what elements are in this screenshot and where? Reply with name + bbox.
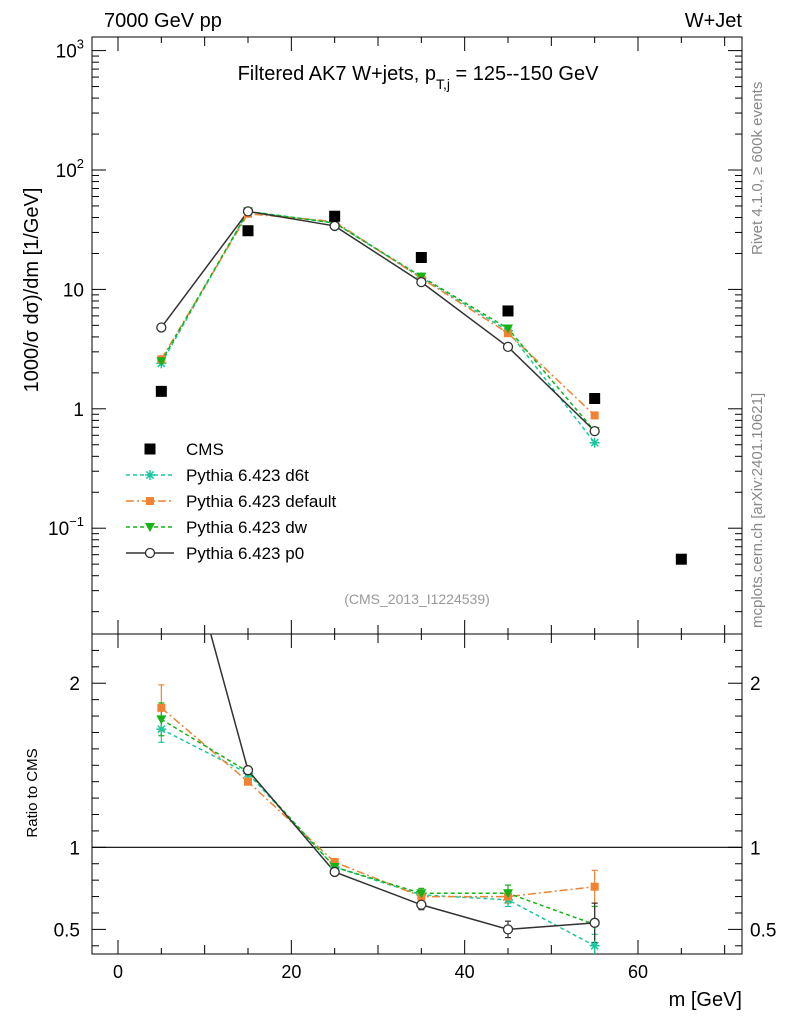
series-line-ratio	[160, 728, 596, 947]
series-line-top	[160, 210, 596, 432]
y-tick-label: 10	[63, 280, 84, 301]
ratio-y-tick-label: 0.5	[54, 920, 80, 941]
series-marker-ratio	[503, 889, 513, 899]
ratio-y-tick-label: 1	[69, 838, 80, 859]
series-marker-top	[589, 437, 600, 448]
ratio-y-tick-label-right: 1	[750, 838, 761, 859]
series-marker-ratio	[156, 715, 167, 725]
plot-title-tail: = 125--150 GeV	[450, 63, 599, 85]
legend-marker	[145, 470, 155, 480]
legend-label-cms: CMS	[186, 440, 224, 459]
data-point	[502, 305, 514, 317]
legend-marker	[144, 547, 156, 559]
series-marker-top	[242, 206, 254, 217]
y-tick-label: 102	[56, 156, 84, 182]
series-marker-top	[590, 411, 599, 420]
series-line-top	[160, 212, 596, 416]
series-marker-ratio	[416, 889, 427, 899]
series-marker-ratio	[416, 899, 427, 910]
series-marker-ratio	[244, 777, 252, 786]
x-tick-label: 60	[628, 962, 648, 982]
y-tick-label: 103	[56, 37, 84, 63]
legend-label: Pythia 6.423 p0	[186, 544, 304, 563]
analysis-id-label: (CMS_2013_I1224539)	[344, 591, 490, 607]
x-tick-label: 0	[113, 962, 123, 982]
series-marker-ratio	[590, 882, 599, 891]
data-point	[415, 252, 427, 264]
y-tick-label: 1	[73, 400, 84, 421]
x-tick-label: 20	[281, 962, 301, 982]
legend-marker	[145, 523, 155, 532]
legend-label: Pythia 6.423 dw	[186, 518, 308, 537]
series-marker-ratio	[242, 765, 254, 776]
series-marker-top	[502, 341, 514, 353]
series-marker-top	[329, 220, 340, 232]
ratio-y-tick-label-right: 0.5	[750, 920, 776, 941]
data-point	[675, 553, 687, 565]
series-line-ratio	[160, 718, 595, 926]
x-tick-label: 40	[455, 962, 475, 982]
series-marker-top	[416, 277, 427, 288]
y-tick-base: 10	[56, 161, 77, 182]
series-marker-ratio	[502, 924, 514, 935]
header-collision-label: 7000 GeV pp	[104, 10, 222, 32]
x-axis-label: m [GeV]	[669, 989, 742, 1011]
y-tick-exponent: 3	[77, 37, 84, 52]
legend-label: Pythia 6.423 default	[186, 492, 337, 511]
ratio-y-tick-label: 2	[69, 674, 80, 695]
legend-marker-cms	[144, 443, 156, 455]
plot-title-subscript: T,j	[436, 76, 450, 92]
ratio-y-tick-label-right: 2	[750, 674, 761, 695]
series-marker-ratio	[157, 703, 166, 712]
series-line-ratio	[160, 707, 595, 898]
legend-marker	[146, 497, 154, 505]
y-tick-exponent: −1	[69, 514, 84, 529]
y-axis-label-ratio: Ratio to CMS	[24, 748, 41, 837]
series-marker-top	[156, 322, 167, 333]
y-tick-base: 10	[48, 519, 69, 540]
ratio-series-group	[156, 449, 600, 954]
y-tick-exponent: 2	[77, 156, 84, 171]
rivet-version-label: Rivet 4.1.0, ≥ 600k events	[749, 82, 766, 255]
series-line-top	[160, 210, 596, 444]
ratio-y-axis: 0.5 0.5 1 1 2 2	[54, 649, 776, 947]
ratio-panel-frame	[91, 633, 743, 955]
y-axis-label-top: 1000/σ dσ)/dm [1/GeV]	[21, 188, 43, 393]
x-axis: 0 20 40 60	[113, 37, 726, 982]
series-marker-top	[503, 324, 513, 334]
top-series-group	[155, 206, 687, 565]
series-marker-top	[589, 425, 600, 437]
series-marker-ratio	[589, 940, 600, 951]
plot-title: Filtered AK7 W+jets, pT,j = 125--150 GeV	[238, 63, 600, 92]
header-process-label: W+Jet	[685, 10, 743, 32]
data-point	[329, 210, 341, 222]
data-point	[155, 385, 167, 397]
plot-title-main: Filtered AK7 W+jets, p	[238, 63, 436, 85]
series-marker-top	[156, 357, 167, 367]
legend-label: Pythia 6.423 d6t	[186, 466, 309, 485]
series-line-top	[160, 210, 596, 432]
series-marker-ratio	[330, 858, 339, 867]
y-tick-label: 10−1	[48, 514, 84, 540]
legend: CMS Pythia 6.423 d6t Pythia 6.423 default P…	[126, 440, 337, 563]
series-line-ratio	[209, 634, 595, 931]
series-marker-ratio	[156, 724, 167, 735]
data-point	[242, 225, 254, 237]
y-tick-base: 10	[56, 42, 77, 63]
series-marker-ratio	[329, 866, 340, 878]
data-point	[589, 392, 601, 404]
series-marker-ratio	[157, 449, 166, 458]
series-marker-ratio	[589, 917, 600, 928]
mcplots-label: mcplots.cern.ch [arXiv:2401.10621]	[749, 393, 766, 628]
